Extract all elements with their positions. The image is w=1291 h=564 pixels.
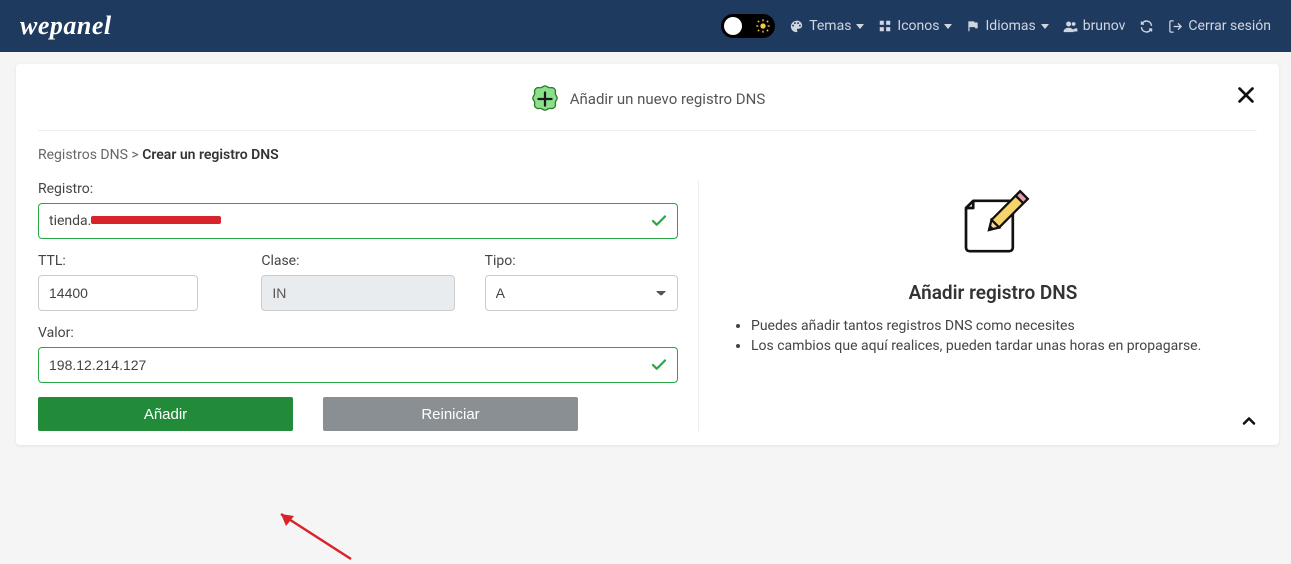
palette-icon — [789, 19, 804, 34]
ttl-input[interactable] — [38, 275, 198, 311]
toggle-knob — [724, 17, 742, 35]
check-icon — [650, 212, 668, 230]
value-input[interactable] — [38, 347, 678, 383]
record-label: Registro: — [38, 181, 678, 197]
chevron-down-icon — [856, 24, 864, 29]
record-value-prefix: tienda. — [49, 213, 91, 229]
refresh-icon — [1139, 19, 1154, 34]
class-label: Clase: — [261, 253, 454, 269]
type-select[interactable]: A — [485, 275, 678, 311]
info-bullet: Puedes añadir tantos registros DNS como … — [751, 318, 1257, 334]
record-input[interactable]: tienda. — [38, 203, 678, 239]
nav-themes-label: Temas — [809, 18, 851, 34]
panel-title-text: Añadir un nuevo registro DNS — [570, 90, 766, 108]
nav-user[interactable]: brunov — [1063, 18, 1126, 34]
nav-languages-label: Idiomas — [985, 18, 1035, 34]
nav-logout-label: Cerrar sesión — [1188, 18, 1271, 34]
topbar: wepanel Temas Iconos Idiomas — [0, 0, 1291, 52]
darkmode-toggle[interactable] — [721, 14, 775, 38]
panel-title: Añadir un nuevo registro DNS — [530, 84, 766, 114]
nav-languages[interactable]: Idiomas — [966, 18, 1048, 34]
nav-user-label: brunov — [1083, 18, 1126, 34]
annotation-arrow — [266, 504, 356, 564]
flag-icon — [966, 19, 980, 33]
plus-badge-icon — [530, 84, 560, 114]
sun-icon — [755, 18, 771, 34]
type-label: Tipo: — [485, 253, 678, 269]
grid-icon — [878, 19, 892, 33]
info-area: Añadir registro DNS Puedes añadir tantos… — [698, 181, 1257, 431]
chevron-down-icon — [1041, 24, 1049, 29]
user-icon — [1063, 19, 1078, 34]
nav-icons-label: Iconos — [897, 18, 939, 34]
class-input — [261, 275, 454, 311]
info-bullet: Los cambios que aquí realices, pueden ta… — [751, 338, 1257, 354]
nav-refresh[interactable] — [1139, 19, 1154, 34]
collapse-button[interactable] — [1239, 411, 1259, 431]
breadcrumb: Registros DNS > Crear un registro DNS — [38, 147, 1257, 163]
nav-logout[interactable]: Cerrar sesión — [1168, 18, 1271, 34]
edit-note-icon — [729, 181, 1257, 271]
breadcrumb-current: Crear un registro DNS — [142, 147, 279, 163]
nav-themes[interactable]: Temas — [789, 18, 864, 34]
add-button[interactable]: Añadir — [38, 397, 293, 431]
redacted-domain — [91, 216, 221, 224]
chevron-down-icon — [944, 24, 952, 29]
form-area: Registro: tienda. TTL: Clase: — [38, 181, 678, 431]
reset-button[interactable]: Reiniciar — [323, 397, 578, 431]
breadcrumb-sep: > — [131, 147, 138, 163]
check-icon — [650, 356, 668, 374]
nav-icons[interactable]: Iconos — [878, 18, 952, 34]
panel-header: Añadir un nuevo registro DNS — [38, 84, 1257, 131]
breadcrumb-root[interactable]: Registros DNS — [38, 147, 128, 163]
brand-logo: wepanel — [20, 11, 112, 41]
info-list: Puedes añadir tantos registros DNS como … — [729, 318, 1257, 354]
ttl-label: TTL: — [38, 253, 231, 269]
value-label: Valor: — [38, 325, 678, 341]
dns-panel: Añadir un nuevo registro DNS Registros D… — [16, 64, 1279, 445]
top-nav: Temas Iconos Idiomas brunov — [721, 14, 1271, 38]
logout-icon — [1168, 19, 1183, 34]
close-button[interactable] — [1235, 84, 1257, 106]
info-title: Añadir registro DNS — [729, 281, 1257, 304]
